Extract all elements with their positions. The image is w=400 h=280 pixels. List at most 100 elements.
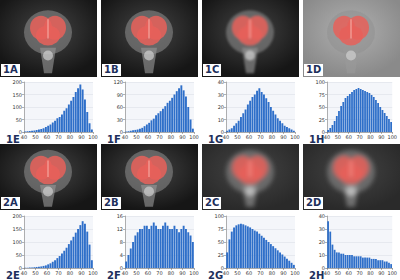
svg-text:20: 20 bbox=[319, 239, 325, 245]
svg-text:100: 100 bbox=[290, 134, 300, 140]
svg-text:90: 90 bbox=[78, 134, 84, 140]
svg-text:100: 100 bbox=[12, 239, 22, 245]
svg-text:100: 100 bbox=[189, 270, 199, 276]
svg-text:60: 60 bbox=[44, 134, 50, 140]
svg-text:40: 40 bbox=[324, 134, 330, 140]
svg-text:50: 50 bbox=[234, 134, 240, 140]
svg-text:12: 12 bbox=[117, 226, 123, 232]
svg-text:200: 200 bbox=[12, 79, 22, 85]
svg-text:4: 4 bbox=[120, 252, 123, 258]
svg-text:2H: 2H bbox=[309, 270, 324, 280]
svg-text:60: 60 bbox=[145, 270, 151, 276]
svg-text:50: 50 bbox=[234, 270, 240, 276]
html-text:1C: 1C bbox=[205, 64, 220, 75]
svg-text:75: 75 bbox=[319, 92, 325, 98]
svg-text:8: 8 bbox=[120, 239, 123, 245]
svg-text:100: 100 bbox=[12, 104, 22, 110]
html-text:1D: 1D bbox=[306, 64, 322, 75]
svg-text:40: 40 bbox=[223, 134, 229, 140]
svg-text:40: 40 bbox=[319, 213, 325, 219]
svg-text:100: 100 bbox=[88, 134, 98, 140]
svg-text:80: 80 bbox=[269, 134, 275, 140]
svg-text:20: 20 bbox=[218, 104, 224, 110]
svg-text:70: 70 bbox=[356, 134, 362, 140]
svg-text:90: 90 bbox=[78, 270, 84, 276]
svg-text:90: 90 bbox=[280, 134, 286, 140]
svg-text:16: 16 bbox=[117, 213, 123, 219]
svg-text:25: 25 bbox=[319, 117, 325, 123]
svg-text:100: 100 bbox=[214, 213, 224, 219]
svg-text:75: 75 bbox=[218, 226, 224, 232]
svg-text:100: 100 bbox=[189, 134, 199, 140]
svg-text:1E: 1E bbox=[6, 134, 20, 145]
svg-text:150: 150 bbox=[12, 92, 22, 98]
svg-text:10: 10 bbox=[218, 117, 224, 123]
svg-text:60: 60 bbox=[246, 270, 252, 276]
svg-text:40: 40 bbox=[21, 134, 27, 140]
svg-text:50: 50 bbox=[16, 117, 22, 123]
svg-text:1H: 1H bbox=[309, 134, 324, 145]
svg-text:50: 50 bbox=[218, 239, 224, 245]
svg-text:30: 30 bbox=[218, 92, 224, 98]
svg-text:50: 50 bbox=[32, 134, 38, 140]
svg-text:40: 40 bbox=[122, 134, 128, 140]
svg-text:30: 30 bbox=[319, 226, 325, 232]
svg-text:90: 90 bbox=[280, 270, 286, 276]
svg-text:90: 90 bbox=[378, 270, 384, 276]
svg-text:90: 90 bbox=[179, 134, 185, 140]
html-text:1A: 1A bbox=[3, 64, 18, 75]
svg-text:120: 120 bbox=[113, 79, 123, 85]
svg-text:60: 60 bbox=[246, 134, 252, 140]
svg-text:30: 30 bbox=[117, 117, 123, 123]
svg-text:60: 60 bbox=[44, 270, 50, 276]
svg-text:50: 50 bbox=[133, 270, 139, 276]
svg-text:90: 90 bbox=[117, 92, 123, 98]
svg-text:50: 50 bbox=[335, 270, 341, 276]
svg-text:2G: 2G bbox=[208, 270, 223, 280]
svg-text:50: 50 bbox=[133, 134, 139, 140]
svg-text:40: 40 bbox=[218, 79, 224, 85]
svg-text:80: 80 bbox=[168, 270, 174, 276]
svg-text:80: 80 bbox=[269, 270, 275, 276]
svg-text:100: 100 bbox=[290, 270, 300, 276]
svg-text:1G: 1G bbox=[208, 134, 223, 145]
svg-text:10: 10 bbox=[319, 252, 325, 258]
svg-text:1F: 1F bbox=[107, 134, 121, 145]
svg-text:70: 70 bbox=[156, 134, 162, 140]
svg-text:150: 150 bbox=[12, 226, 22, 232]
svg-text:100: 100 bbox=[387, 270, 397, 276]
svg-text:50: 50 bbox=[16, 252, 22, 258]
svg-text:80: 80 bbox=[367, 134, 373, 140]
svg-text:70: 70 bbox=[55, 270, 61, 276]
svg-text:60: 60 bbox=[117, 104, 123, 110]
svg-text:100: 100 bbox=[315, 79, 325, 85]
svg-text:40: 40 bbox=[122, 270, 128, 276]
svg-text:100: 100 bbox=[88, 270, 98, 276]
svg-text:80: 80 bbox=[67, 270, 73, 276]
html-text:1B: 1B bbox=[104, 64, 119, 75]
svg-text:70: 70 bbox=[55, 134, 61, 140]
svg-text:200: 200 bbox=[12, 213, 22, 219]
svg-text:90: 90 bbox=[179, 270, 185, 276]
svg-text:25: 25 bbox=[218, 252, 224, 258]
svg-text:70: 70 bbox=[156, 270, 162, 276]
svg-text:80: 80 bbox=[168, 134, 174, 140]
svg-text:50: 50 bbox=[335, 134, 341, 140]
svg-text:50: 50 bbox=[319, 104, 325, 110]
svg-text:60: 60 bbox=[145, 134, 151, 140]
svg-text:2F: 2F bbox=[107, 270, 121, 280]
svg-text:2E: 2E bbox=[6, 270, 20, 280]
svg-text:80: 80 bbox=[67, 134, 73, 140]
svg-text:80: 80 bbox=[367, 270, 373, 276]
svg-text:50: 50 bbox=[32, 270, 38, 276]
svg-text:40: 40 bbox=[324, 270, 330, 276]
svg-text:40: 40 bbox=[223, 270, 229, 276]
svg-text:70: 70 bbox=[356, 270, 362, 276]
svg-text:100: 100 bbox=[387, 134, 397, 140]
svg-text:60: 60 bbox=[346, 134, 352, 140]
svg-text:40: 40 bbox=[21, 270, 27, 276]
svg-text:70: 70 bbox=[257, 134, 263, 140]
svg-text:90: 90 bbox=[378, 134, 384, 140]
svg-text:70: 70 bbox=[257, 270, 263, 276]
svg-text:60: 60 bbox=[346, 270, 352, 276]
